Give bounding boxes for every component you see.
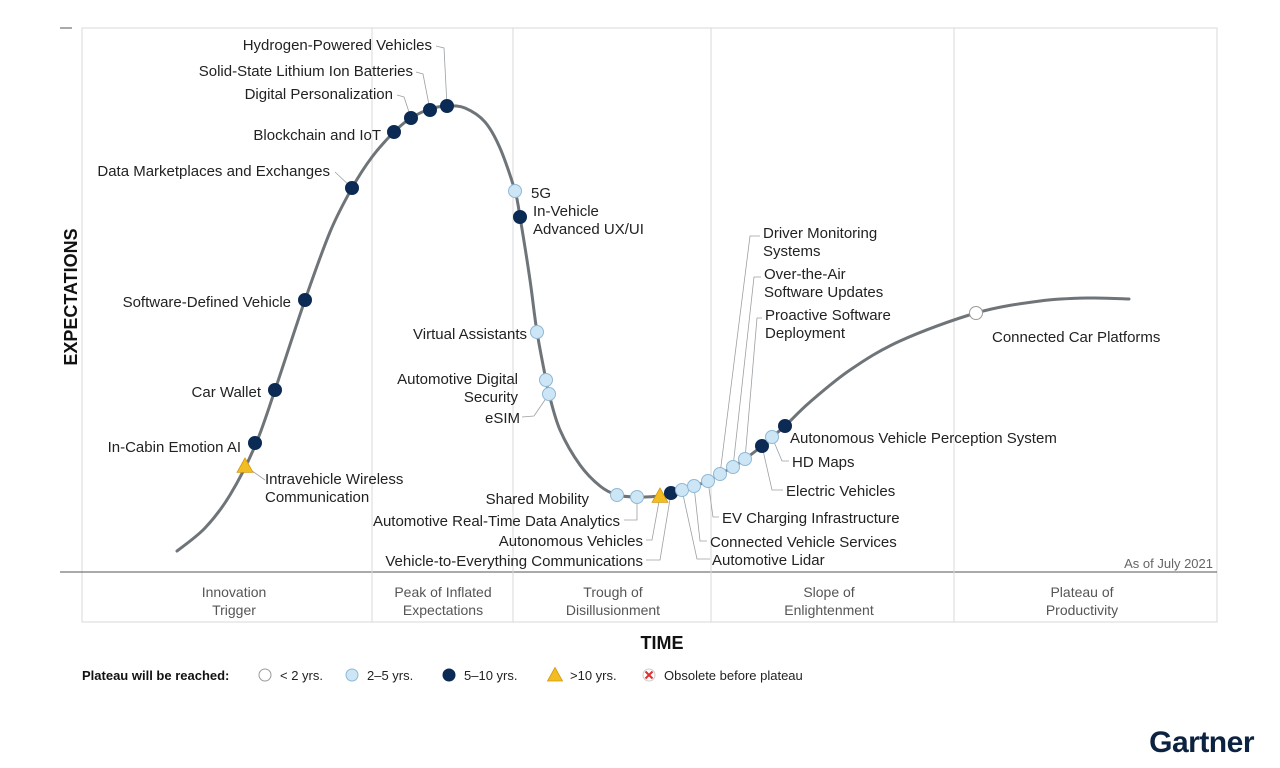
technology-label: Data Marketplaces and Exchanges (97, 163, 330, 180)
legend-marker (345, 668, 359, 682)
technology-label: Virtual Assistants (413, 326, 527, 343)
technology-label: Connected Vehicle Services (710, 534, 897, 551)
plot-frame (81, 27, 1218, 623)
phase-label: Trough of Disillusionment (566, 584, 660, 618)
leader-line (624, 497, 638, 521)
phase-dividers (371, 28, 955, 622)
leader-line (396, 94, 412, 119)
leader-line (719, 235, 760, 475)
x-axis-title: TIME (641, 633, 684, 653)
technology-marker (513, 210, 527, 224)
technology-marker (508, 184, 522, 198)
technology-marker (268, 383, 282, 397)
technology-marker (345, 181, 359, 195)
technology-marker (969, 306, 983, 320)
technology-marker (539, 373, 553, 387)
technology-marker (248, 436, 262, 450)
legend-title: Plateau will be reached: (82, 668, 229, 683)
technology-marker (610, 488, 624, 502)
legend-label: >10 yrs. (570, 668, 617, 683)
technology-markers (236, 99, 983, 504)
technology-label: Digital Personalization (245, 86, 393, 103)
technology-label: eSIM (485, 410, 520, 427)
leader-line (681, 489, 710, 560)
technology-label: Software-Defined Vehicle (123, 294, 291, 311)
phase-label: Plateau of Productivity (1046, 584, 1118, 618)
phase-label: Innovation Trigger (202, 584, 267, 618)
technology-marker (530, 325, 544, 339)
y-axis-title: EXPECTATIONS (61, 228, 81, 365)
technology-marker (675, 483, 689, 497)
legend-marker (442, 668, 456, 682)
gartner-logo: Gartner (1149, 726, 1255, 759)
technology-marker (387, 125, 401, 139)
legend-label: < 2 yrs. (280, 668, 323, 683)
leader-lines (244, 45, 789, 561)
technology-marker (778, 419, 792, 433)
technology-marker (404, 111, 418, 125)
phase-labels: Innovation Trigger Peak of Inflated Expecta… (202, 584, 1118, 618)
leader-line (521, 393, 550, 418)
technology-label: HD Maps (792, 454, 855, 471)
technology-label: Proactive Software Deployment (765, 307, 891, 342)
technology-marker (687, 479, 701, 493)
technology-label: Car Wallet (192, 384, 262, 401)
technology-label: Automotive Digital Security (397, 371, 518, 406)
legend-label: 5–10 yrs. (464, 668, 517, 683)
technology-label: Automotive Real-Time Data Analytics (373, 513, 620, 530)
technology-label: Driver Monitoring Systems (763, 225, 877, 260)
technology-label: Intravehicle Wireless Communication (265, 471, 403, 506)
phase-label: Peak of Inflated Expectations (394, 584, 491, 618)
leader-line (415, 71, 431, 111)
technology-label: Autonomous Vehicles (499, 533, 643, 550)
legend-label: 2–5 yrs. (367, 668, 413, 683)
phase-label: Slope of Enlightenment (784, 584, 874, 618)
technology-marker (542, 387, 556, 401)
technology-label: Shared Mobility (486, 491, 590, 508)
technology-label: Automotive Lidar (712, 552, 825, 569)
legend-label: Obsolete before plateau (664, 668, 803, 683)
technology-marker (298, 293, 312, 307)
technology-marker (738, 452, 752, 466)
technology-marker (630, 490, 644, 504)
leader-line (646, 492, 672, 561)
leader-line (771, 436, 789, 462)
technology-marker (713, 467, 727, 481)
technology-label: Electric Vehicles (786, 483, 895, 500)
leader-line (744, 317, 762, 460)
technology-label: 5G (531, 185, 551, 202)
technology-label: Blockchain and IoT (253, 127, 381, 144)
technology-marker (236, 457, 254, 473)
technology-label: Connected Car Platforms (992, 329, 1160, 346)
leader-line (435, 45, 448, 107)
legend-marker (642, 668, 656, 682)
technology-marker (755, 439, 769, 453)
technology-label: Autonomous Vehicle Perception System (790, 430, 1057, 447)
leader-line (732, 276, 761, 468)
technology-labels: In-Cabin Emotion AI Intravehicle Wireless… (97, 37, 1160, 570)
technology-marker (651, 487, 669, 503)
technology-label: Solid-State Lithium Ion Batteries (199, 63, 413, 80)
technology-label: Hydrogen-Powered Vehicles (243, 37, 432, 54)
technology-marker (726, 460, 740, 474)
technology-label: In-Vehicle Advanced UX/UI (533, 203, 644, 238)
leader-line (693, 485, 707, 542)
technology-marker (765, 430, 779, 444)
leader-line (707, 480, 719, 518)
technology-label: Vehicle-to-Everything Communications (385, 553, 643, 570)
technology-label: In-Cabin Emotion AI (108, 439, 241, 456)
leader-line (646, 495, 661, 541)
leader-line (761, 445, 783, 491)
legend-marker (546, 666, 564, 682)
legend-marker (258, 668, 272, 682)
technology-label: EV Charging Infrastructure (722, 510, 900, 527)
technology-marker (440, 99, 454, 113)
technology-label: Over-the-Air Software Updates (764, 266, 883, 301)
as-of-note: As of July 2021 (1124, 556, 1213, 571)
technology-marker (423, 103, 437, 117)
technology-marker (701, 474, 715, 488)
legend: Plateau will be reached: < 2 yrs. 2–5 yrs… (82, 666, 803, 683)
